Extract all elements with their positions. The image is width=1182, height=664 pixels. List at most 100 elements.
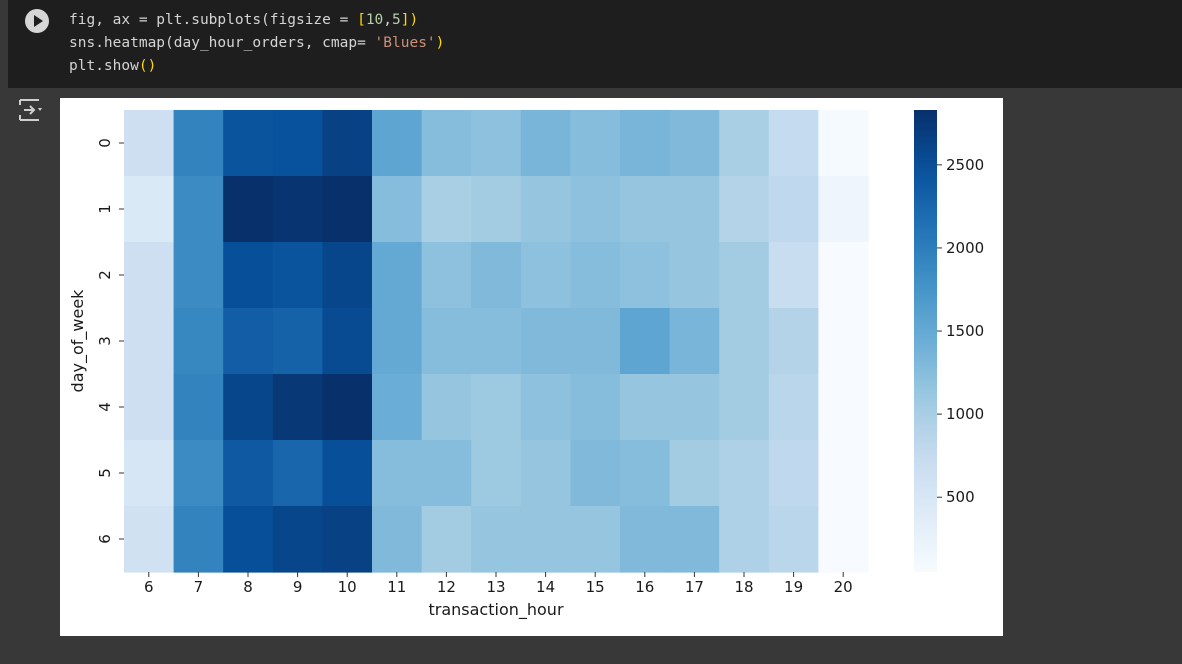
code-line-3: plt.show() [69,58,156,74]
x-tick-label: 10 [338,578,357,596]
heatmap-cell [570,176,621,243]
x-tick-label: 7 [194,578,204,596]
y-tick-label: 0 [96,138,114,148]
heatmap-cell [669,440,720,507]
heatmap-cell [322,176,373,243]
heatmap-cell [421,110,472,177]
heatmap-cell [768,110,819,177]
output-area: 6 7 8 9 10 11 12 13 14 15 16 17 18 19 20 0 1 2 3 4 5 6 transac… [60,98,1003,636]
x-tick-label: 6 [144,578,154,596]
heatmap-cell [620,374,671,441]
heatmap-cell [620,506,671,573]
heatmap-cell [124,242,175,309]
heatmap-cell [322,440,373,507]
heatmap-cell [620,440,671,507]
code-text: sns.heatmap(day_hour_orders, cmap= [69,35,375,51]
x-tick-label: 15 [586,578,605,596]
heatmap-cell [272,308,323,375]
y-tick-label: 2 [96,270,114,280]
heatmap-cell [620,308,671,375]
heatmap-cell [520,176,571,243]
code-text: plt.show [69,58,139,74]
heatmap-cell [322,506,373,573]
heatmap-cell [421,440,472,507]
x-tick-label: 11 [387,578,406,596]
heatmap-cell [719,242,770,309]
x-tick-label: 9 [293,578,303,596]
heatmap-cell [620,176,671,243]
heatmap-cell [471,440,522,507]
code-bracket: [ [357,12,366,28]
x-tick-label: 16 [635,578,654,596]
heatmap-cell [124,506,175,573]
code-number: 5 [392,12,401,28]
code-line-1: fig, ax = plt.subplots(figsize = [10,5]) [69,12,418,28]
heatmap-cell [520,506,571,573]
heatmap-cell [223,440,274,507]
heatmap-cell [471,308,522,375]
y-tick-label: 1 [96,204,114,214]
heatmap-cell [818,110,869,177]
code-text: fig, ax = plt.subplots(figsize = [69,12,358,28]
colorbar-tick-label: 500 [946,488,975,506]
output-options-icon[interactable] [17,97,45,123]
heatmap-cell [372,506,423,573]
colorbar-tick-label: 2000 [946,239,984,257]
heatmap-cell [818,308,869,375]
heatmap-cell [471,242,522,309]
x-tick-label: 18 [734,578,753,596]
heatmap-cell [173,308,224,375]
code-cell[interactable]: fig, ax = plt.subplots(figsize = [10,5])… [8,0,1182,88]
heatmap-cell [421,374,472,441]
heatmap-cell [322,308,373,375]
heatmap-cell [520,308,571,375]
heatmap-cell [719,374,770,441]
colorbar [914,110,937,572]
heatmap-cell [372,308,423,375]
heatmap-cell [223,110,274,177]
heatmap-cell [520,374,571,441]
x-tick-label: 13 [486,578,505,596]
heatmap-cell [124,308,175,375]
x-tick-label: 17 [685,578,704,596]
heatmap-cell [173,176,224,243]
heatmap-cell [719,506,770,573]
heatmap-cell [471,374,522,441]
heatmap-cell [520,242,571,309]
heatmap-cell [173,242,224,309]
heatmap-cell [421,176,472,243]
heatmap-cell [173,374,224,441]
code-text: , [383,12,393,28]
heatmap-cell [669,176,720,243]
heatmap-cell [372,110,423,177]
heatmap-cell [768,242,819,309]
heatmap-cell [818,506,869,573]
heatmap-cell [322,242,373,309]
heatmap-cell [471,176,522,243]
heatmap-cell [322,374,373,441]
heatmap-cell [520,440,571,507]
heatmap-cell [669,242,720,309]
heatmap-cell [223,176,274,243]
heatmap-cell [272,242,323,309]
code-editor[interactable]: fig, ax = plt.subplots(figsize = [10,5])… [69,9,444,78]
heatmap-cell [372,440,423,507]
x-tick-label: 8 [243,578,253,596]
heatmap-cell [768,374,819,441]
heatmap-cell [272,374,323,441]
heatmap-cell [322,110,373,177]
heatmap-cell [372,374,423,441]
heatmap-cell [570,308,621,375]
heatmap-cell [421,242,472,309]
heatmap-cell [272,440,323,507]
heatmap-cell [818,374,869,441]
heatmap-figure: 6 7 8 9 10 11 12 13 14 15 16 17 18 19 200123456transac… [68,110,984,620]
heatmap-cell [223,308,274,375]
heatmap-cell [669,374,720,441]
y-tick-label: 6 [96,534,114,544]
code-bracket: ] [400,12,410,28]
colorbar-tick-label: 1000 [946,405,984,423]
code-line-2: sns.heatmap(day_hour_orders, cmap= 'Blue… [69,35,444,51]
run-cell-button[interactable] [25,9,49,33]
heatmap-cell [669,308,720,375]
